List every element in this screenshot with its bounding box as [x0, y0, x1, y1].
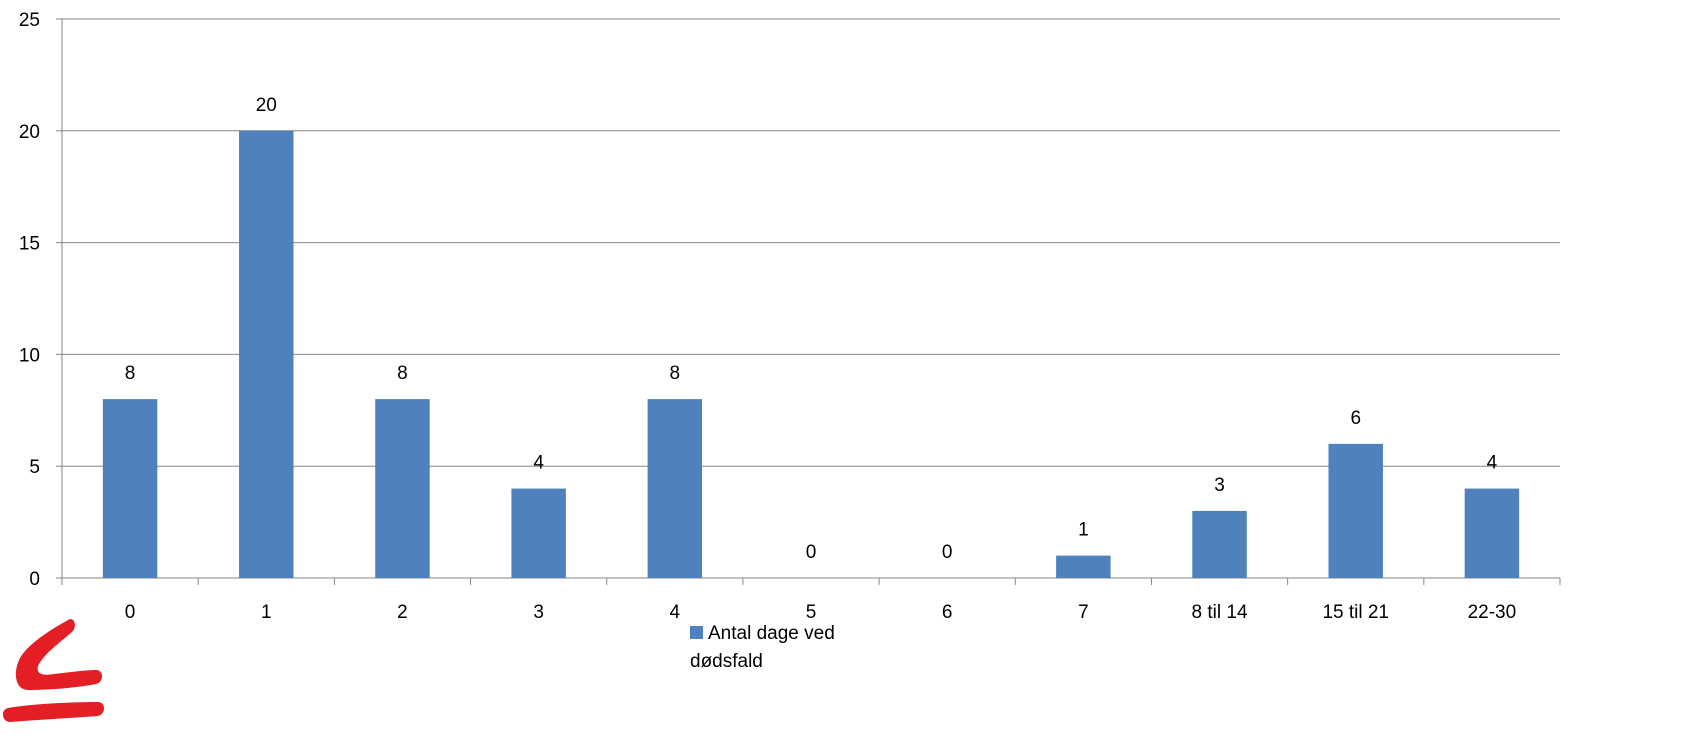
data-label: 1: [1078, 520, 1089, 541]
bar: [647, 399, 703, 578]
x-tick-label: 15 til 21: [1322, 602, 1389, 623]
x-tick-label: 7: [1078, 602, 1089, 623]
bar: [375, 399, 430, 578]
y-tick-label: 20: [19, 122, 40, 143]
legend: Antal dage ved dødsfald: [690, 620, 890, 676]
data-label: 20: [256, 95, 277, 116]
y-tick-label: 0: [29, 569, 40, 590]
bar: [1328, 443, 1383, 578]
y-tick-label: 15: [19, 234, 40, 255]
data-label: 0: [942, 542, 953, 563]
bar: [511, 488, 566, 578]
x-tick-label: 5: [806, 602, 817, 623]
y-tick-label: 10: [19, 345, 40, 366]
x-tick-label: 0: [125, 602, 136, 623]
x-tick-label: 8 til 14: [1192, 602, 1248, 623]
x-tick-label: 6: [942, 602, 953, 623]
data-label: 4: [1487, 453, 1498, 474]
data-label: 4: [533, 453, 544, 474]
bar: [239, 130, 294, 579]
data-label: 0: [806, 542, 817, 563]
x-tick-label: 22-30: [1468, 602, 1517, 623]
x-tick-label: 2: [397, 602, 408, 623]
x-tick-label: 1: [261, 602, 272, 623]
x-tick-label: 4: [670, 602, 681, 623]
x-tick-label: 3: [533, 602, 544, 623]
data-label: 8: [397, 363, 408, 384]
data-label: 8: [125, 363, 136, 384]
bar: [1192, 510, 1247, 578]
data-label: 6: [1350, 408, 1361, 429]
data-label: 8: [670, 363, 681, 384]
y-tick-label: 5: [29, 457, 40, 478]
bar: [1056, 555, 1111, 578]
y-tick-label: 25: [19, 10, 40, 31]
red-logo-mark-icon: [2, 619, 105, 722]
legend-label: Antal dage ved dødsfald: [690, 623, 835, 672]
bar: [1464, 488, 1520, 578]
data-label: 3: [1214, 475, 1225, 496]
bar: [102, 399, 158, 578]
legend-swatch: [690, 626, 703, 639]
